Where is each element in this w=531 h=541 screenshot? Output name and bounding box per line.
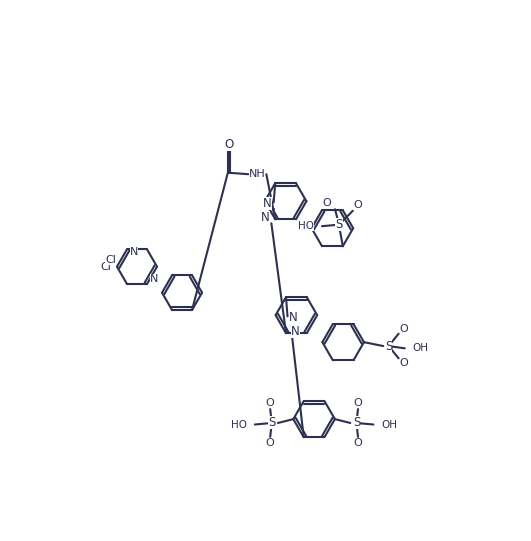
- Text: Cl: Cl: [100, 262, 111, 272]
- Text: N: N: [289, 312, 298, 325]
- Text: N: N: [150, 274, 158, 285]
- Text: S: S: [353, 417, 360, 430]
- Text: O: O: [266, 438, 275, 448]
- Text: O: O: [354, 200, 363, 210]
- Text: HO: HO: [298, 221, 314, 231]
- Text: N: N: [263, 197, 272, 210]
- Text: OH: OH: [413, 344, 429, 353]
- Text: O: O: [354, 438, 362, 448]
- Text: S: S: [385, 340, 392, 353]
- Text: S: S: [268, 417, 276, 430]
- Text: OH: OH: [381, 419, 397, 430]
- Text: O: O: [400, 324, 408, 334]
- Text: O: O: [224, 138, 233, 151]
- Text: N: N: [291, 325, 299, 338]
- Text: HO: HO: [231, 419, 247, 430]
- Text: NH: NH: [249, 169, 266, 179]
- Text: Cl: Cl: [105, 255, 116, 265]
- Text: N: N: [261, 212, 270, 225]
- Text: N: N: [130, 247, 139, 258]
- Text: O: O: [266, 398, 275, 408]
- Text: O: O: [400, 358, 408, 368]
- Text: O: O: [322, 198, 331, 208]
- Text: O: O: [354, 398, 362, 408]
- Text: S: S: [335, 218, 342, 231]
